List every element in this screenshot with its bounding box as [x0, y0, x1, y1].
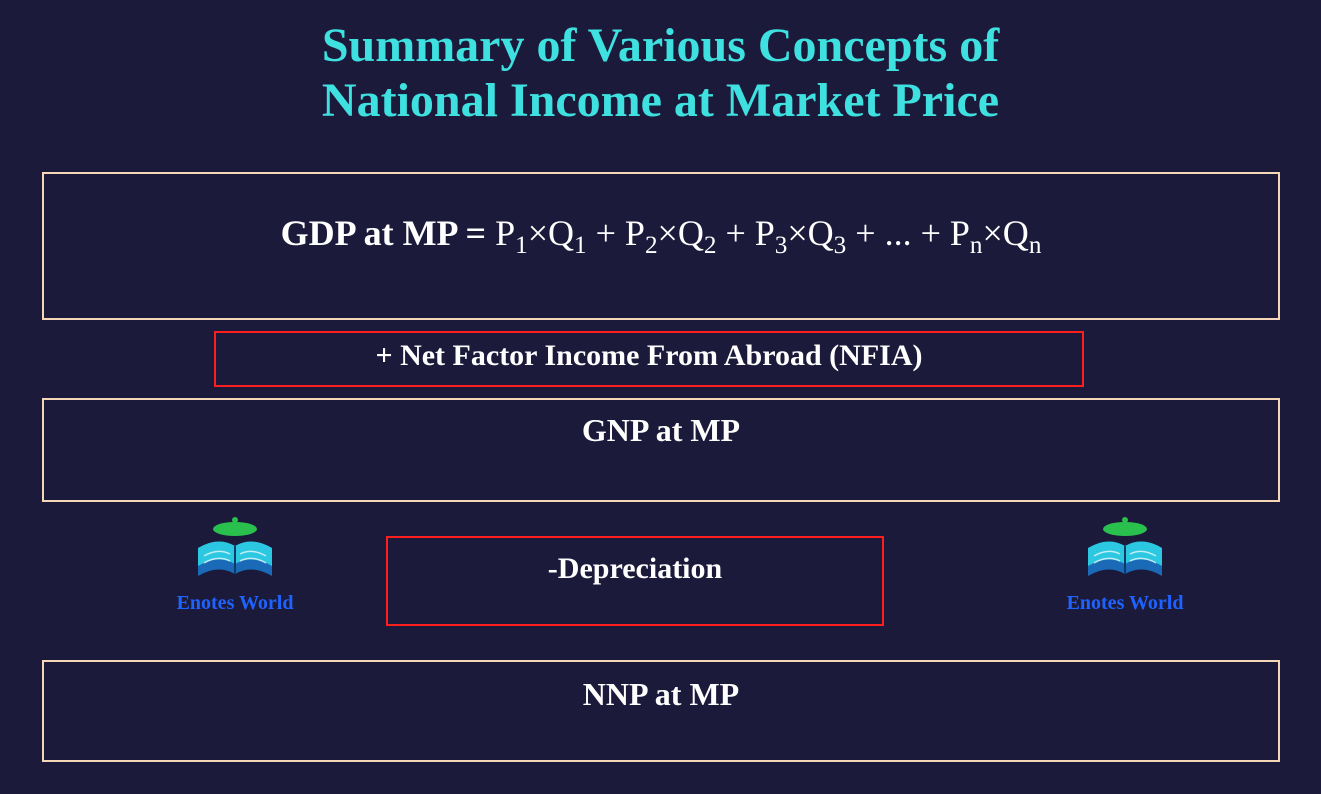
book-icon	[190, 516, 280, 594]
page-title: Summary of Various Concepts of National …	[0, 0, 1321, 128]
nfia-text: + Net Factor Income From Abroad (NFIA)	[375, 339, 922, 372]
title-line-2: National Income at Market Price	[322, 74, 999, 127]
title-line-1: Summary of Various Concepts of	[322, 19, 999, 72]
gdp-label: GDP at MP =	[281, 213, 496, 253]
gnp-box: GNP at MP	[42, 398, 1280, 502]
book-icon	[1080, 516, 1170, 594]
gnp-text: GNP at MP	[582, 412, 740, 448]
nnp-box: NNP at MP	[42, 660, 1280, 762]
gdp-formula-box: GDP at MP = P1×Q1 + P2×Q2 + P3×Q3 + ... …	[42, 172, 1280, 320]
logo-right: Enotes World	[1045, 516, 1205, 615]
nnp-text: NNP at MP	[583, 676, 739, 712]
nfia-box: + Net Factor Income From Abroad (NFIA)	[214, 331, 1084, 387]
logo-text-right: Enotes World	[1045, 592, 1205, 615]
depreciation-text: -Depreciation	[548, 552, 722, 585]
gdp-formula: P1×Q1 + P2×Q2 + P3×Q3 + ... + Pn×Qn	[495, 213, 1041, 253]
logo-text-left: Enotes World	[155, 592, 315, 615]
depreciation-box: -Depreciation	[386, 536, 884, 626]
logo-left: Enotes World	[155, 516, 315, 615]
